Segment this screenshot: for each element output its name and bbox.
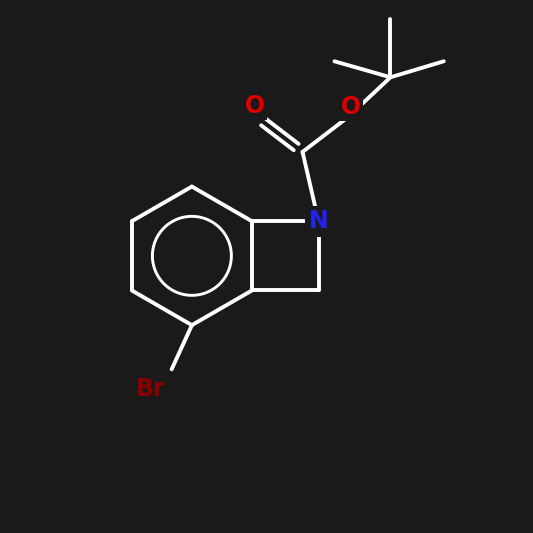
Text: O: O: [341, 94, 360, 119]
Text: Br: Br: [135, 377, 165, 401]
Text: O: O: [245, 93, 264, 118]
Text: N: N: [309, 209, 328, 233]
